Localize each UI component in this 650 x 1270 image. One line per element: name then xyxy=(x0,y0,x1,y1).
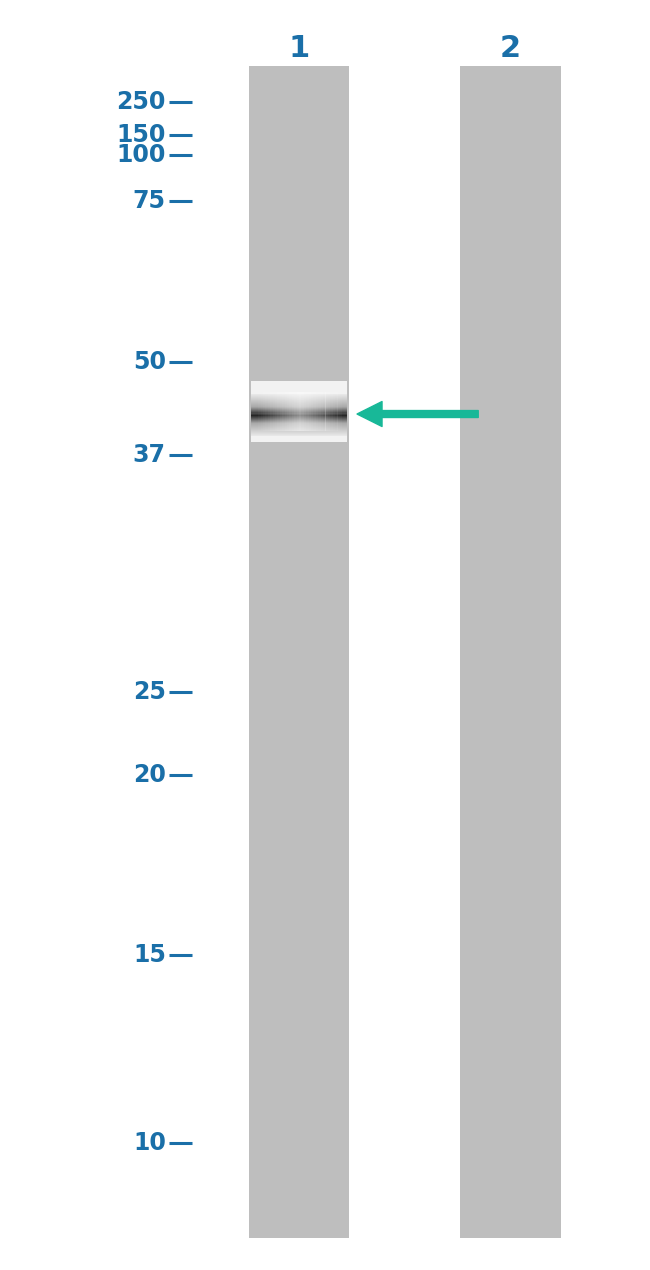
Bar xyxy=(265,392,268,431)
Bar xyxy=(292,392,294,431)
Bar xyxy=(255,392,258,431)
Bar xyxy=(326,392,328,431)
Bar xyxy=(268,392,270,431)
Text: 250: 250 xyxy=(116,90,166,113)
Bar xyxy=(254,392,255,431)
FancyArrowPatch shape xyxy=(357,401,478,427)
Bar xyxy=(294,392,296,431)
Bar xyxy=(278,392,280,431)
Bar xyxy=(270,392,272,431)
Bar xyxy=(328,392,330,431)
Bar xyxy=(318,392,320,431)
Bar xyxy=(251,392,254,431)
Bar xyxy=(261,392,263,431)
Bar xyxy=(323,392,326,431)
Bar xyxy=(306,392,309,431)
Text: 15: 15 xyxy=(133,944,166,966)
Text: 150: 150 xyxy=(116,123,166,146)
Bar xyxy=(304,392,306,431)
Text: 20: 20 xyxy=(133,763,166,786)
Text: 25: 25 xyxy=(133,681,166,704)
Bar xyxy=(280,392,282,431)
Bar xyxy=(340,392,343,431)
Bar xyxy=(330,392,333,431)
Bar xyxy=(258,392,261,431)
Bar xyxy=(309,392,311,431)
Text: 100: 100 xyxy=(116,144,166,166)
Bar xyxy=(275,392,278,431)
Bar xyxy=(460,66,560,1238)
Bar xyxy=(337,392,340,431)
Bar xyxy=(289,392,292,431)
Bar xyxy=(333,392,335,431)
Bar xyxy=(311,392,313,431)
Bar xyxy=(320,392,323,431)
Bar xyxy=(343,392,344,431)
Bar xyxy=(296,392,299,431)
Text: 1: 1 xyxy=(289,34,309,62)
Bar xyxy=(287,392,289,431)
Bar xyxy=(335,392,337,431)
Bar xyxy=(316,392,318,431)
Text: 10: 10 xyxy=(133,1132,166,1154)
Text: 75: 75 xyxy=(133,189,166,212)
Bar xyxy=(285,392,287,431)
Bar xyxy=(313,392,316,431)
Text: 2: 2 xyxy=(500,34,521,62)
Text: 50: 50 xyxy=(133,351,166,373)
Text: 37: 37 xyxy=(133,443,166,466)
Bar xyxy=(299,392,302,431)
Bar xyxy=(248,66,350,1238)
Bar xyxy=(302,392,304,431)
Bar xyxy=(344,392,347,431)
Bar xyxy=(272,392,275,431)
Bar xyxy=(263,392,265,431)
Bar xyxy=(282,392,285,431)
